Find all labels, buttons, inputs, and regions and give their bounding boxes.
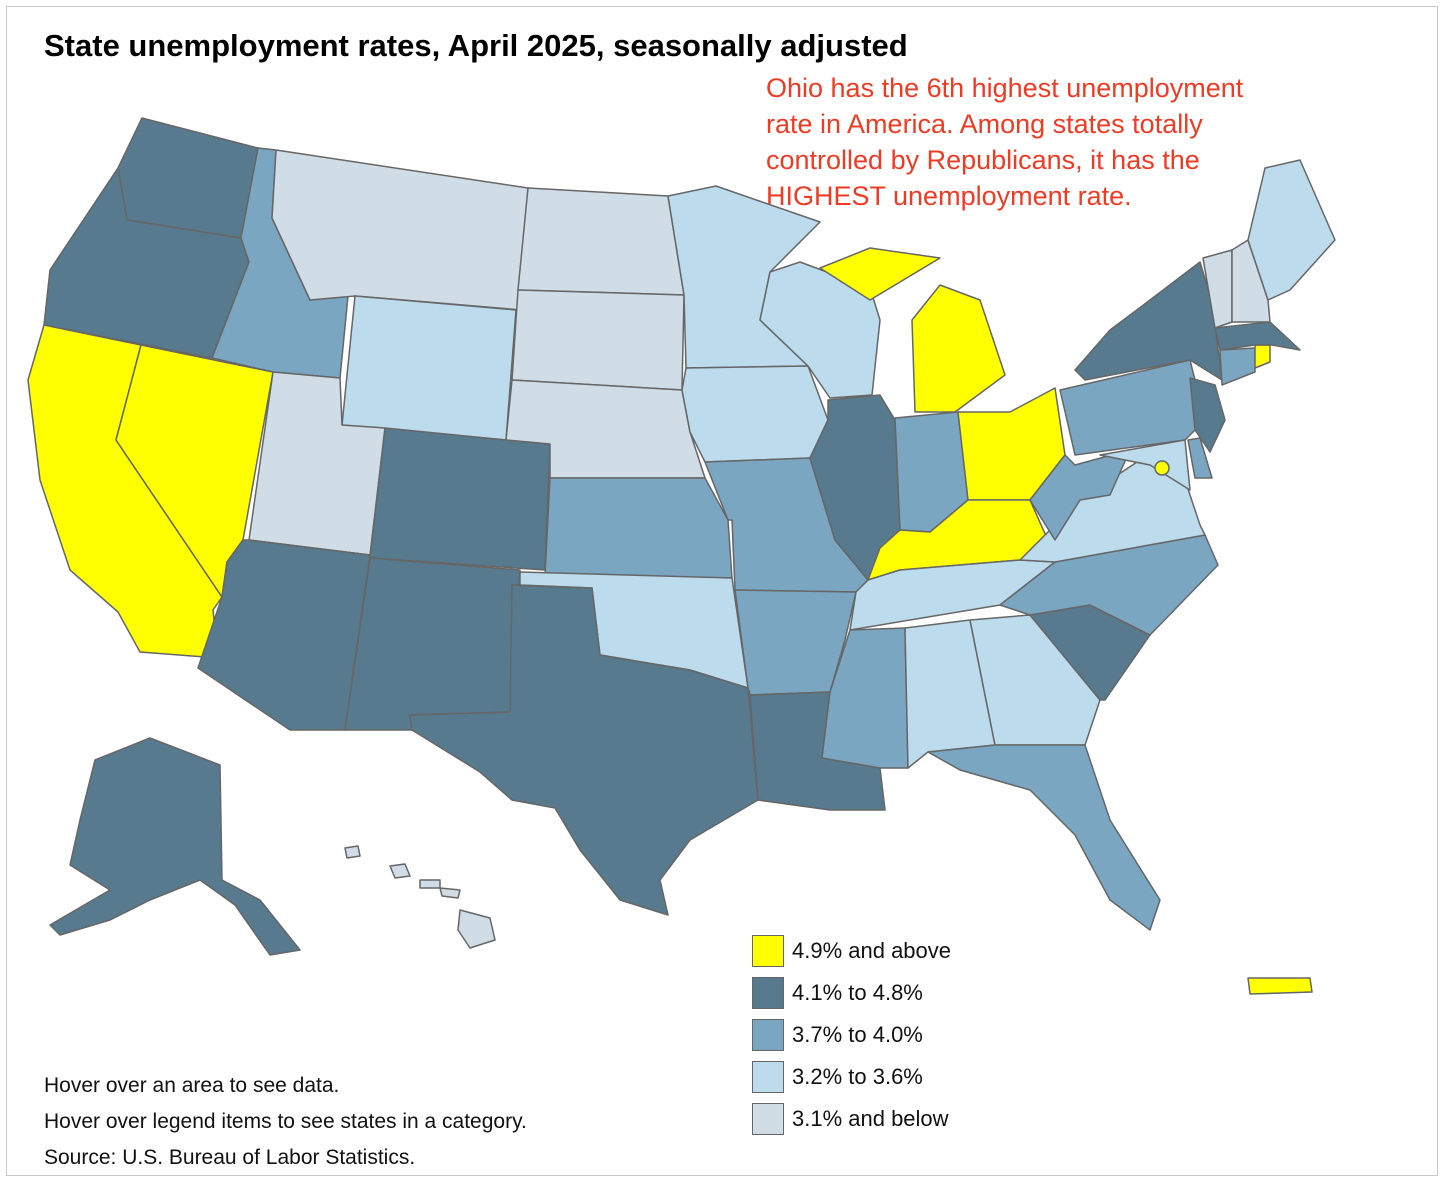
state-hi[interactable] [344,845,496,949]
state-ri[interactable] [1254,344,1271,369]
state-wy[interactable] [341,295,517,441]
state-me[interactable] [1247,159,1336,301]
annotation-line: rate in America. Among states totally [766,109,1203,139]
legend-item[interactable]: 3.7% to 4.0% [752,1014,951,1056]
state-ct[interactable] [1219,347,1256,386]
legend-swatch [752,1061,784,1093]
legend-swatch [752,1103,784,1135]
state-ia[interactable] [681,365,829,463]
annotation-text: Ohio has the 6th highest unemployment ra… [766,70,1326,214]
map-legend: 4.9% and above 4.1% to 4.8% 3.7% to 4.0%… [752,930,951,1140]
state-pr[interactable] [1247,977,1313,995]
state-fl[interactable] [927,744,1161,931]
map-frame [6,6,1438,1176]
map-title: State unemployment rates, April 2025, se… [44,28,908,63]
state-dc[interactable] [1154,460,1170,476]
state-tx[interactable] [409,584,759,916]
state-ks[interactable] [544,477,733,579]
state-nh[interactable] [1231,239,1271,323]
legend-label: 4.1% to 4.8% [792,980,923,1005]
state-co[interactable] [369,427,551,571]
legend-item[interactable]: 3.2% to 3.6% [752,1056,951,1098]
annotation-line: HIGHEST unemployment rate. [766,181,1132,211]
legend-swatch [752,935,784,967]
legend-label: 4.9% and above [792,938,952,963]
state-ny[interactable] [1074,261,1223,381]
notes: Hover over an area to see data. Hover ov… [44,1068,527,1176]
legend-item[interactable]: 4.1% to 4.8% [752,972,951,1014]
state-mi[interactable] [819,247,1006,413]
state-nj[interactable] [1189,377,1226,453]
legend-label: 3.7% to 4.0% [792,1022,923,1047]
state-nd[interactable] [517,187,685,296]
state-ak[interactable] [49,737,301,956]
annotation-line: Ohio has the 6th highest unemployment [766,73,1244,103]
legend-item[interactable]: 4.9% and above [752,930,951,972]
legend-swatch [752,977,784,1009]
state-wa[interactable] [117,117,259,239]
state-de[interactable] [1187,437,1213,479]
legend-label: 3.1% and below [792,1106,949,1131]
state-nm[interactable] [344,557,521,731]
legend-hover-note: Hover over legend items to see states in… [44,1110,527,1133]
state-md[interactable] [1099,439,1191,491]
state-mt[interactable] [271,149,529,311]
annotation-line: controlled by Republicans, it has the [766,145,1200,175]
legend-swatch [752,1019,784,1051]
state-wv[interactable] [1029,449,1131,541]
state-ga[interactable] [969,614,1101,746]
source-note: Source: U.S. Bureau of Labor Statistics. [44,1146,416,1169]
hover-note: Hover over an area to see data. [44,1074,340,1097]
legend-label: 3.2% to 3.6% [792,1064,923,1089]
legend-item[interactable]: 3.1% and below [752,1098,951,1140]
state-sd[interactable] [511,289,685,391]
